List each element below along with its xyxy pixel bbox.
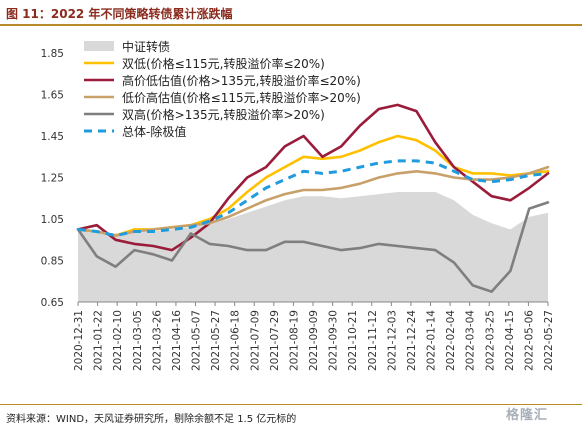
figure-title: 图 11：2022 年不同策略转债累计涨跌幅 bbox=[6, 7, 233, 21]
footer-rule bbox=[0, 404, 582, 405]
x-tick-label: 2022-03-04 bbox=[465, 310, 477, 371]
y-tick-label: 1.85 bbox=[41, 48, 64, 60]
x-tick-label: 2022-02-04 bbox=[445, 310, 457, 371]
y-tick-label: 1.25 bbox=[41, 173, 64, 185]
x-tick-label: 2021-12-24 bbox=[406, 310, 418, 371]
x-tick-label: 2021-03-05 bbox=[132, 310, 144, 371]
x-tick-label: 2021-09-09 bbox=[308, 310, 320, 371]
x-tick-label: 2021-06-18 bbox=[230, 310, 242, 371]
legend-label-5: 总体-除极值 bbox=[122, 124, 186, 139]
series-area-index bbox=[78, 192, 548, 302]
y-axis: 0.65 0.85 1.05 1.25 1.45 1.65 1.85 bbox=[41, 48, 64, 309]
y-tick-label: 0.65 bbox=[41, 297, 64, 309]
x-tick-label: 2021-02-10 bbox=[112, 310, 124, 371]
source-note: 资料来源：WIND，天风证券研究所，剔除余额不足 1.5 亿元标的 bbox=[6, 414, 297, 425]
x-tick-label: 2021-11-12 bbox=[367, 310, 379, 371]
x-tick-label: 2022-05-06 bbox=[523, 310, 535, 371]
x-tick-label: 2022-03-25 bbox=[484, 310, 496, 371]
series-line-5 bbox=[77, 159, 549, 238]
x-tick-label: 2020-12-31 bbox=[73, 310, 85, 371]
x-tick-label: 2021-07-29 bbox=[269, 310, 281, 371]
x-tick-label: 2021-07-09 bbox=[249, 310, 261, 371]
x-tick-label: 2021-09-30 bbox=[328, 310, 340, 371]
x-axis: 2020-12-31 2021-01-22 2021-02-10 2021-03-05… bbox=[73, 301, 555, 371]
x-tick-label: 2021-05-27 bbox=[210, 310, 222, 371]
y-tick-label: 1.05 bbox=[41, 214, 64, 226]
title-bar: 图 11：2022 年不同策略转债累计涨跌幅 bbox=[0, 0, 582, 26]
x-tick-label: 2021-01-22 bbox=[93, 310, 105, 371]
x-tick-label: 2022-01-14 bbox=[426, 310, 438, 371]
plot-area bbox=[76, 103, 550, 302]
x-tick-label: 2022-05-27 bbox=[543, 310, 555, 371]
x-tick-label: 2022-04-15 bbox=[504, 310, 516, 371]
y-tick-label: 1.45 bbox=[41, 131, 64, 143]
x-tick-label: 2021-12-03 bbox=[386, 310, 398, 371]
x-tick-label: 2021-10-21 bbox=[347, 310, 359, 371]
x-tick-label: 2021-04-16 bbox=[171, 310, 183, 371]
y-tick-label: 1.65 bbox=[41, 90, 64, 102]
series-line-4 bbox=[76, 201, 550, 293]
legend-label-3: 低价高估值(价格≤115元,转股溢价率>20%) bbox=[122, 90, 361, 105]
x-tick-label: 2021-03-26 bbox=[151, 310, 163, 371]
y-tick-label: 0.85 bbox=[41, 256, 64, 268]
watermark-logo: 格隆汇 bbox=[506, 408, 549, 423]
x-tick-label: 2021-05-07 bbox=[191, 310, 203, 371]
legend-label-1: 双低(价格≤115元,转股溢价率≤20%) bbox=[122, 56, 325, 71]
legend-label-4: 双高(价格>135元,转股溢价率>20%) bbox=[122, 107, 325, 122]
legend-label-2: 高价低估值(价格>135元,转股溢价率≤20%) bbox=[122, 73, 361, 88]
legend-swatch-index bbox=[84, 41, 114, 51]
x-tick-label: 2021-08-19 bbox=[288, 310, 300, 371]
legend-label-0: 中证转债 bbox=[122, 39, 170, 54]
